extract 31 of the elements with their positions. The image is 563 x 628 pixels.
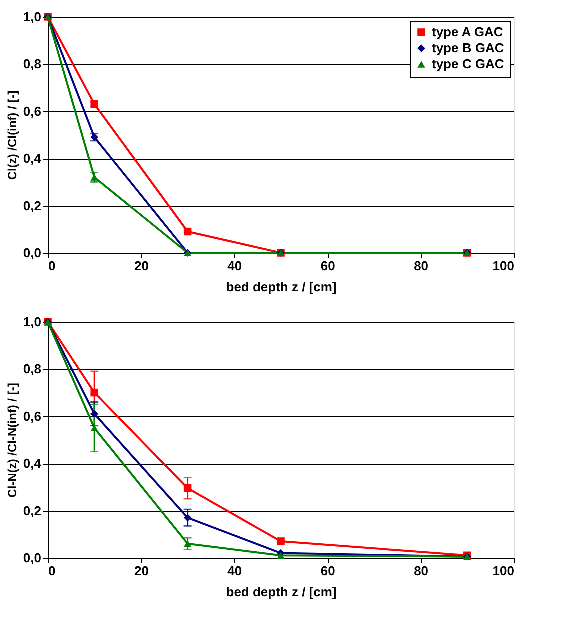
y-tick-label: 0,8 (23, 362, 42, 377)
y-tick-label: 0,6 (23, 408, 42, 424)
y-tick-label: 0,4 (23, 456, 42, 472)
y-tick-label: 0,2 (23, 198, 42, 214)
y-tick-label: 0,0 (23, 246, 42, 260)
x-axis-title: bed depth z / [cm] (226, 584, 337, 600)
y-tick-label: 0,2 (23, 503, 42, 518)
x-tick-label: 100 (492, 564, 514, 578)
x-tick-label: 0 (48, 258, 56, 274)
y-tick-label: 0,0 (23, 550, 42, 566)
x-tick-label: 40 (228, 564, 242, 578)
x-axis-title: bed depth z / [cm] (226, 280, 337, 294)
x-tick-label: 80 (414, 564, 429, 578)
legend-label: type C GAC (432, 56, 505, 72)
x-tick-label: 20 (134, 258, 149, 274)
y-tick-label: 0,8 (23, 56, 42, 72)
y-tick-label: 1,0 (23, 314, 42, 330)
x-tick-label: 40 (228, 258, 242, 274)
y-tick-label: 0,4 (23, 151, 42, 166)
x-tick-label: 80 (414, 258, 429, 274)
legend-label: type A GAC (432, 24, 504, 40)
x-tick-label: 100 (492, 258, 514, 274)
y-axis-title: Cl-N(z) /Cl-N(inf) / [-] (5, 383, 20, 498)
legend-label: type B GAC (432, 40, 505, 56)
x-tick-label: 20 (134, 564, 149, 578)
y-tick-label: 0,6 (23, 104, 42, 119)
x-tick-label: 60 (320, 564, 336, 578)
x-tick-label: 0 (48, 564, 56, 578)
y-tick-label: 1,0 (23, 10, 42, 24)
x-tick-label: 60 (320, 258, 336, 274)
y-axis-title: Cl(z) /Cl(inf) / [-] (5, 90, 20, 180)
